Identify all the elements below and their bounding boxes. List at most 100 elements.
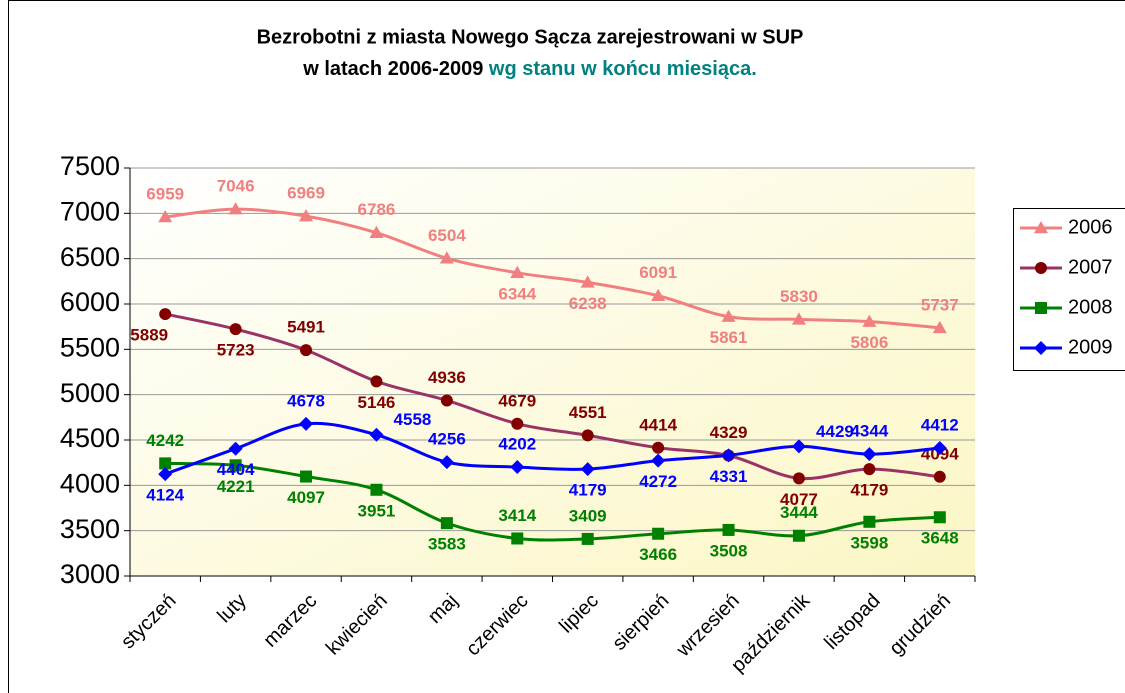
data-point bbox=[229, 323, 242, 336]
data-point bbox=[511, 532, 524, 545]
data-label: 7046 bbox=[217, 177, 255, 196]
data-label: 4558 bbox=[394, 410, 432, 429]
y-tick-label: 5500 bbox=[60, 332, 120, 362]
data-label: 4331 bbox=[710, 467, 748, 486]
data-point bbox=[932, 320, 947, 334]
data-label: 3414 bbox=[498, 506, 536, 525]
data-label: 5830 bbox=[780, 287, 818, 306]
data-label: 4551 bbox=[569, 403, 607, 422]
data-label: 4097 bbox=[287, 488, 325, 507]
series-line bbox=[165, 207, 940, 330]
data-point bbox=[299, 209, 314, 222]
chart-subtitle: wg stanu w końcu miesiąca. bbox=[488, 58, 757, 80]
data-point bbox=[229, 459, 242, 472]
data-label: 3466 bbox=[639, 545, 677, 564]
data-point bbox=[581, 429, 594, 442]
legend-marker bbox=[1035, 302, 1047, 314]
data-label: 3951 bbox=[358, 501, 396, 520]
data-point bbox=[722, 523, 735, 536]
data-label: 5146 bbox=[358, 393, 396, 412]
data-label: 4404 bbox=[217, 460, 255, 479]
data-label: 4414 bbox=[639, 415, 677, 434]
data-label: 5889 bbox=[130, 326, 168, 345]
y-tick-label: 7500 bbox=[60, 151, 120, 181]
data-point bbox=[228, 202, 243, 215]
data-label: 6959 bbox=[146, 185, 184, 204]
data-point bbox=[652, 441, 665, 454]
series-line bbox=[164, 312, 940, 481]
data-label: 3583 bbox=[428, 535, 466, 554]
data-label: 3409 bbox=[569, 506, 607, 525]
data-label: 4202 bbox=[498, 435, 536, 454]
y-tick-label: 3000 bbox=[60, 559, 120, 589]
data-label: 4179 bbox=[569, 481, 607, 500]
data-label: 6238 bbox=[569, 294, 607, 313]
data-point bbox=[439, 251, 454, 264]
y-tick-label: 4500 bbox=[60, 423, 120, 453]
data-label: 6091 bbox=[639, 263, 677, 282]
data-label: 6969 bbox=[287, 184, 325, 203]
data-point bbox=[721, 448, 736, 463]
data-point bbox=[511, 417, 524, 430]
data-point bbox=[862, 447, 877, 462]
data-label: 4124 bbox=[146, 486, 184, 505]
data-point bbox=[369, 427, 384, 442]
data-point bbox=[651, 288, 666, 301]
data-point bbox=[228, 441, 243, 456]
data-point bbox=[158, 210, 173, 223]
data-label: 4679 bbox=[498, 391, 536, 410]
data-label: 4329 bbox=[710, 423, 748, 442]
legend-label: 2006 bbox=[1068, 216, 1113, 238]
data-label: 4936 bbox=[428, 368, 466, 387]
data-point bbox=[721, 309, 736, 322]
data-point bbox=[791, 439, 806, 454]
data-label: 5737 bbox=[921, 295, 959, 314]
data-label: 4344 bbox=[850, 422, 888, 441]
data-point bbox=[862, 314, 877, 327]
data-label: 3648 bbox=[921, 529, 959, 548]
data-point bbox=[652, 527, 665, 540]
data-label: 4412 bbox=[921, 415, 959, 434]
data-label: 6344 bbox=[498, 284, 536, 303]
data-point bbox=[932, 440, 947, 455]
data-point bbox=[510, 460, 525, 475]
data-point bbox=[791, 312, 806, 325]
data-point bbox=[158, 467, 173, 482]
data-label: 5723 bbox=[217, 341, 255, 360]
data-point bbox=[370, 375, 383, 388]
data-point bbox=[580, 275, 595, 288]
data-point bbox=[933, 470, 946, 483]
data-label: 4256 bbox=[428, 430, 466, 449]
data-point bbox=[440, 517, 453, 530]
plot-area bbox=[130, 168, 975, 576]
data-point bbox=[440, 394, 453, 407]
legend-label: 2007 bbox=[1068, 256, 1113, 278]
data-label: 3598 bbox=[850, 533, 888, 552]
data-point bbox=[370, 483, 383, 496]
data-point bbox=[580, 462, 595, 477]
chart-title: w latach 2006-2009 wg stanu w końcu mies… bbox=[302, 58, 757, 80]
data-point bbox=[510, 265, 525, 279]
y-tick-label: 5000 bbox=[60, 378, 120, 408]
data-label: 4678 bbox=[287, 391, 325, 410]
y-tick-label: 3500 bbox=[60, 514, 120, 544]
data-label: 6786 bbox=[358, 200, 396, 219]
data-label: 4429 bbox=[816, 422, 854, 441]
data-point bbox=[159, 308, 172, 321]
data-point bbox=[863, 515, 876, 528]
chart-title: w latach 2006-2009 bbox=[302, 58, 483, 80]
legend-label: 2009 bbox=[1068, 336, 1113, 358]
data-label: 4272 bbox=[639, 472, 677, 491]
data-label: 6504 bbox=[428, 226, 466, 245]
data-label: 4179 bbox=[850, 481, 888, 500]
data-point bbox=[300, 470, 313, 483]
data-point bbox=[651, 453, 666, 468]
data-point bbox=[299, 416, 314, 431]
data-label: 5806 bbox=[850, 333, 888, 352]
data-point bbox=[792, 472, 805, 485]
data-label: 5491 bbox=[287, 318, 325, 337]
legend-marker bbox=[1034, 221, 1048, 234]
data-point bbox=[300, 344, 313, 357]
data-label: 5861 bbox=[710, 328, 748, 347]
